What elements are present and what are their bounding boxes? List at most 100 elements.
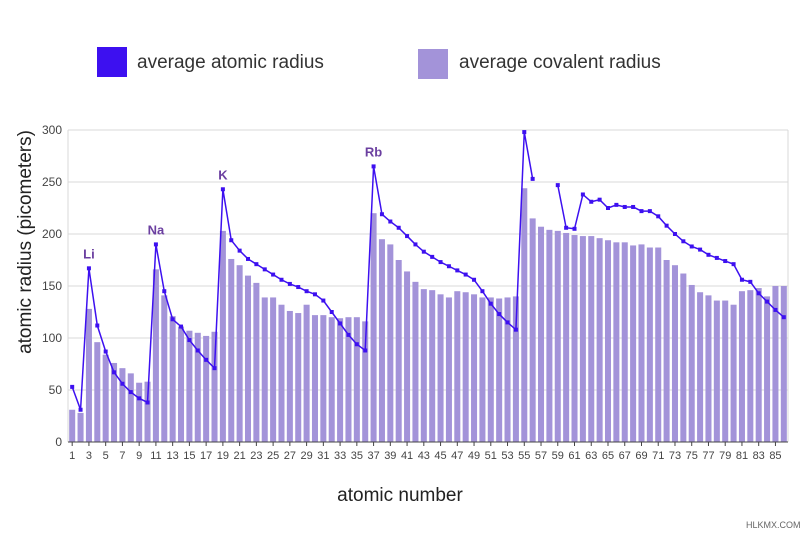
bar xyxy=(563,232,570,442)
bar xyxy=(144,381,151,442)
atomic-radius-point xyxy=(153,242,158,247)
x-tick-label: 77 xyxy=(702,450,714,462)
atomic-radius-point xyxy=(338,321,343,326)
bar xyxy=(454,291,461,442)
bar xyxy=(127,373,134,442)
y-tick-label: 150 xyxy=(42,279,62,293)
atomic-radius-point xyxy=(371,164,376,169)
bar xyxy=(655,247,662,442)
atomic-radius-point xyxy=(220,187,225,192)
bar xyxy=(119,368,126,442)
x-tick-label: 47 xyxy=(451,450,463,462)
bar xyxy=(663,260,670,442)
x-tick-label: 63 xyxy=(585,450,597,462)
y-tick-label: 300 xyxy=(42,123,62,137)
x-tick-label: 1 xyxy=(69,450,75,462)
bar xyxy=(253,282,260,442)
bar xyxy=(429,290,436,442)
bar xyxy=(169,316,176,442)
atomic-radius-point xyxy=(78,407,83,412)
x-tick-label: 85 xyxy=(769,450,781,462)
y-tick-label: 100 xyxy=(42,331,62,345)
bar xyxy=(671,265,678,442)
atomic-radius-point xyxy=(572,226,577,231)
atomic-radius-point xyxy=(647,209,652,214)
atomic-radius-point xyxy=(70,384,75,389)
bar xyxy=(780,286,787,442)
atomic-radius-point xyxy=(237,248,242,253)
x-tick-label: 61 xyxy=(568,450,580,462)
bar xyxy=(270,297,277,442)
bar xyxy=(261,297,268,442)
atomic-radius-point xyxy=(86,266,91,271)
atomic-radius-point xyxy=(296,285,301,290)
atomic-radius-point xyxy=(513,327,518,332)
atomic-radius-point xyxy=(564,225,569,230)
bar xyxy=(445,297,452,442)
atomic-radius-point xyxy=(672,232,677,236)
bar xyxy=(504,297,511,442)
x-tick-label: 25 xyxy=(267,450,279,462)
bar xyxy=(630,245,637,442)
bar xyxy=(588,236,595,442)
atomic-radius-point xyxy=(614,202,619,207)
bar xyxy=(370,213,377,442)
bar xyxy=(362,321,369,442)
bar xyxy=(571,235,578,442)
element-annotation: K xyxy=(218,167,228,182)
bar xyxy=(211,331,218,442)
bar xyxy=(404,271,411,442)
x-tick-label: 11 xyxy=(150,450,161,462)
x-tick-label: 59 xyxy=(552,450,564,462)
bar xyxy=(278,304,285,442)
atomic-radius-point xyxy=(187,338,192,343)
bar xyxy=(387,244,394,442)
bar xyxy=(136,382,143,442)
atomic-radius-point xyxy=(765,299,770,304)
bar xyxy=(152,269,159,442)
x-tick-label: 65 xyxy=(602,450,614,462)
element-annotation: Rb xyxy=(365,144,382,159)
y-axis-title: atomic radius (picometers) xyxy=(15,130,36,354)
x-tick-label: 5 xyxy=(103,450,109,462)
bar xyxy=(764,296,771,442)
bar xyxy=(772,286,779,442)
atomic-radius-point xyxy=(589,199,594,204)
atomic-radius-point xyxy=(714,255,719,260)
atomic-radius-point xyxy=(664,223,669,228)
atomic-radius-point xyxy=(555,183,560,188)
x-tick-label: 27 xyxy=(284,450,296,462)
x-tick-label: 83 xyxy=(753,450,765,462)
atomic-radius-point xyxy=(606,206,610,210)
bar xyxy=(69,409,76,442)
bar xyxy=(747,290,754,442)
y-tick-label: 50 xyxy=(49,383,63,397)
bar xyxy=(378,239,385,442)
bar xyxy=(437,294,444,442)
atomic-radius-point xyxy=(95,323,100,328)
bar xyxy=(538,226,545,442)
atomic-radius-point xyxy=(631,204,636,209)
bar xyxy=(730,304,737,442)
atomic-radius-point xyxy=(488,301,493,306)
atomic-radius-point xyxy=(530,176,535,181)
bar xyxy=(688,284,695,442)
bar xyxy=(77,412,84,442)
bar xyxy=(546,229,553,442)
bar xyxy=(219,230,226,442)
atomic-radius-point xyxy=(170,317,175,322)
atomic-radius-point xyxy=(472,277,477,282)
x-tick-label: 45 xyxy=(434,450,446,462)
element-annotation: Li xyxy=(83,246,95,261)
bar xyxy=(328,317,335,442)
bar xyxy=(596,238,603,442)
bar xyxy=(236,265,243,442)
atomic-radius-point xyxy=(446,264,451,269)
atomic-radius-point xyxy=(438,260,443,265)
bar xyxy=(697,292,704,442)
atomic-radius-point xyxy=(748,279,753,284)
x-tick-label: 33 xyxy=(334,450,346,462)
x-tick-label: 51 xyxy=(485,450,497,462)
bar xyxy=(487,297,494,442)
